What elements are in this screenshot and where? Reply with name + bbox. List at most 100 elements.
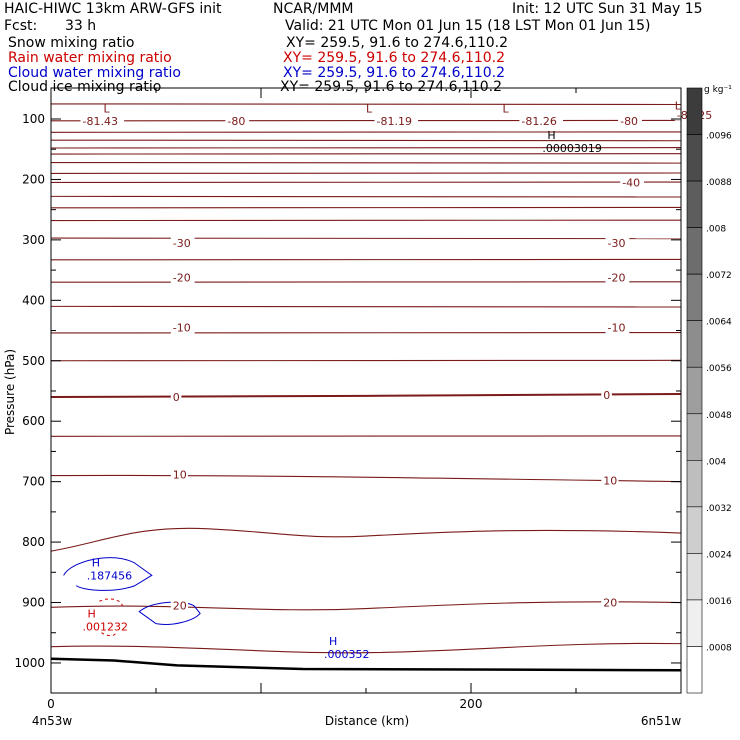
isotherm-line [50,103,682,106]
field-snow-xy: XY= 259.5, 91.6 to 274.6,110.2 [286,35,509,51]
snow-max-marker: H [547,129,555,142]
colorbar-label: .0048 [706,411,732,421]
fcst-value: 33 h [65,18,97,34]
field-cloudice-xy: XY= 259.5, 91.6 to 274.6,110.2 [280,79,503,95]
isotherm-label-bg [170,236,195,249]
x-tick-label: 200 [460,697,483,711]
x-tick-label: 0 [47,697,55,711]
isotherm-label: -80 [620,115,638,128]
cloud-water-contours [63,557,201,625]
isotherm-label-bg [170,391,182,404]
isotherm-label: 10 [603,474,617,487]
colorbar-segment [686,320,703,368]
isotherm-label-bg [601,596,619,609]
y-tick-label: 200 [22,172,45,186]
colorbar-label: .0008 [706,643,732,653]
cloud-water-max-value: .000352 [324,648,370,661]
field-rain-name: Rain water mixing ratio [8,50,172,66]
isotherm-line [50,161,682,164]
x-endpoint-right: 6n51w [641,714,682,728]
colorbar-label: .0072 [706,271,732,281]
fcst-label: Fcst: [4,18,38,34]
isotherm-label: -10 [608,322,626,335]
colorbar-segment [686,599,703,647]
isotherm-label-bg [605,236,630,249]
low-marker: L [104,103,111,116]
colorbar-label: .0024 [706,550,732,560]
isotherm-label-bg [170,468,188,481]
cloud-water-contour [138,601,201,625]
temperature-contours [50,103,682,672]
isotherm-label: 0 [603,389,610,402]
isotherm-label-bg [170,271,195,284]
isotherm-label-bg [80,114,125,127]
colorbar-segment [686,227,703,275]
isotherm-label: -81.43 [83,115,118,128]
y-tick-label: 900 [22,596,45,610]
x-endpoint-left: 4n53w [32,714,73,728]
low-marker: L [675,100,682,113]
rain-max-value: .001232 [83,621,129,634]
isotherm-label: -81.19 [377,115,412,128]
contour-labels: -81.43-80-81.19-81.26-80-81.25-40-30-30-… [80,100,719,661]
isotherm-label: -20 [173,271,191,284]
field-cloudice-name: Cloud ice mixing ratio [8,79,162,95]
isotherm-label-bg [170,599,188,612]
colorbar-label: .0016 [706,597,732,607]
isotherm-line [50,474,682,483]
field-rain-xy: XY= 259.5, 91.6 to 274.6,110.2 [283,50,506,66]
isotherm-label: 20 [173,600,187,613]
snow-max-value: .00003019 [542,142,602,155]
low-marker: L [503,103,510,116]
rain-contours [99,598,123,637]
isotherm-line [50,139,682,142]
plot-title: HAIC-HIWC 13km ARW-GFS init [4,1,222,17]
isotherm-label: -40 [622,176,640,189]
isotherm-label-bg [601,389,612,402]
colorbar-segment [686,460,703,508]
isotherm-label-bg [618,114,642,127]
init-time: Init: 12 UTC Sun 31 May 15 [512,1,703,17]
isotherm-label: -20 [608,271,626,284]
colorbar-segment [686,553,703,601]
field-cloudwater-name: Cloud water mixing ratio [8,65,181,81]
isotherm-label: -81.26 [521,115,556,128]
isotherm-line [50,601,682,611]
y-tick-label: 700 [22,475,45,489]
colorbar-segment [686,180,703,228]
isotherm-label-bg [519,114,563,127]
colorbar-segment [686,413,703,461]
field-cloudwater-xy: XY= 259.5, 91.6 to 274.6,110.2 [283,65,506,81]
isotherm-label: -80 [227,115,245,128]
isotherm-label: 0 [173,391,180,404]
isotherm-line [50,237,682,240]
y-tick-label: 400 [22,293,45,307]
isotherm-line [50,642,682,654]
colorbar-segment [686,134,703,182]
colorbar-label: .0056 [706,364,732,374]
cloud-water-max-marker: H [329,635,337,648]
colorbar-label: .008 [706,225,726,235]
colorbar-unit: g kg⁻¹ [704,85,732,95]
isotherm-line [50,305,682,308]
terrain-line [50,657,682,672]
colorbar-segment [686,87,703,135]
plot-org: NCAR/MMM [273,1,354,17]
field-snow-name: Snow mixing ratio [8,35,135,51]
y-tick-label: 300 [22,233,45,247]
isotherm-label: -10 [173,322,191,335]
colorbar-label: .0096 [706,132,732,142]
colorbar: .0096 .0088 .008 .0072 .0064 .0056 .0048 .004 .0… [686,85,732,694]
rain-max-marker: H [88,608,96,621]
isotherm-label: 20 [603,597,617,610]
isotherm-line [50,527,682,552]
isotherm-label-bg [605,271,630,284]
colorbar-segment [686,646,703,694]
isotherm-label-bg [374,114,419,127]
isotherm-label-bg [601,474,619,487]
low-marker: L [366,103,373,116]
colorbar-label: .0032 [706,504,732,514]
isotherm-line [50,393,682,399]
colorbar-segment [686,273,703,321]
